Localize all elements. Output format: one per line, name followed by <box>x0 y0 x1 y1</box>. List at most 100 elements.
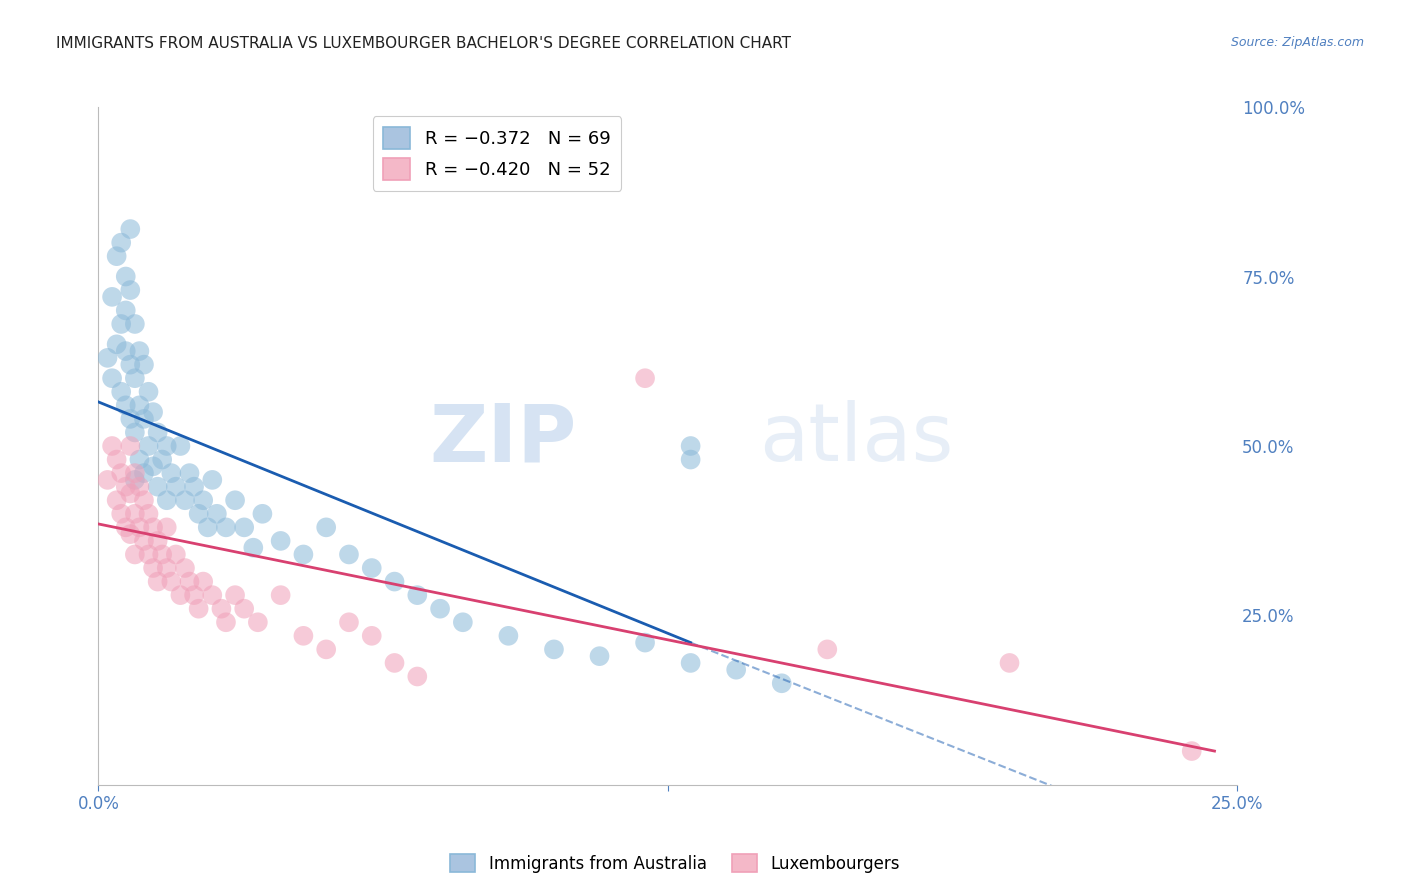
Point <box>337 548 360 562</box>
Point <box>132 412 155 426</box>
Point <box>679 656 702 670</box>
Point <box>114 344 136 359</box>
Point <box>1181 744 1204 758</box>
Point <box>224 588 246 602</box>
Point <box>128 520 150 534</box>
Point <box>156 493 179 508</box>
Point <box>146 425 169 440</box>
Point <box>679 452 702 467</box>
Point <box>634 635 657 649</box>
Point <box>360 561 382 575</box>
Point <box>360 629 382 643</box>
Point <box>337 615 360 630</box>
Point <box>224 493 246 508</box>
Point <box>120 283 142 297</box>
Point <box>120 527 142 541</box>
Point <box>193 574 215 589</box>
Point <box>193 493 215 508</box>
Point <box>128 344 150 359</box>
Point <box>132 533 155 548</box>
Legend: R = −0.372   N = 69, R = −0.420   N = 52: R = −0.372 N = 69, R = −0.420 N = 52 <box>373 116 621 191</box>
Point <box>315 642 337 657</box>
Point <box>156 561 179 575</box>
Point <box>160 466 183 480</box>
Point <box>429 601 451 615</box>
Point <box>124 466 146 480</box>
Point <box>142 561 165 575</box>
Point <box>120 358 142 372</box>
Point <box>105 493 128 508</box>
Point <box>101 439 124 453</box>
Point <box>96 473 118 487</box>
Point <box>183 480 205 494</box>
Point <box>815 642 838 657</box>
Text: ZIP: ZIP <box>429 401 576 478</box>
Point <box>124 548 146 562</box>
Point <box>132 493 155 508</box>
Point <box>205 507 228 521</box>
Point <box>209 601 232 615</box>
Point <box>169 439 191 453</box>
Point <box>588 649 610 664</box>
Point <box>120 412 142 426</box>
Point <box>138 384 160 399</box>
Point <box>187 601 209 615</box>
Point <box>201 588 224 602</box>
Point <box>270 533 292 548</box>
Point <box>101 290 124 304</box>
Text: IMMIGRANTS FROM AUSTRALIA VS LUXEMBOURGER BACHELOR'S DEGREE CORRELATION CHART: IMMIGRANTS FROM AUSTRALIA VS LUXEMBOURGE… <box>56 36 792 51</box>
Point <box>679 439 702 453</box>
Point <box>138 548 160 562</box>
Point <box>110 235 132 250</box>
Point <box>150 452 173 467</box>
Point <box>174 561 197 575</box>
Point <box>124 507 146 521</box>
Text: Source: ZipAtlas.com: Source: ZipAtlas.com <box>1230 36 1364 49</box>
Point <box>384 656 406 670</box>
Point <box>105 249 128 263</box>
Point <box>165 480 187 494</box>
Point <box>233 601 256 615</box>
Point <box>138 507 160 521</box>
Point <box>101 371 124 385</box>
Point <box>110 507 132 521</box>
Point <box>543 642 565 657</box>
Point <box>105 337 128 351</box>
Point <box>270 588 292 602</box>
Point <box>292 629 315 643</box>
Point <box>132 466 155 480</box>
Point <box>132 358 155 372</box>
Point <box>174 493 197 508</box>
Point <box>215 615 238 630</box>
Point <box>146 480 169 494</box>
Point <box>179 466 201 480</box>
Point <box>142 459 165 474</box>
Point <box>138 439 160 453</box>
Point <box>142 405 165 419</box>
Point <box>252 507 274 521</box>
Point <box>110 317 132 331</box>
Point <box>179 574 201 589</box>
Text: atlas: atlas <box>759 401 953 478</box>
Point <box>292 548 315 562</box>
Point <box>110 466 132 480</box>
Point <box>114 398 136 412</box>
Point <box>150 548 173 562</box>
Point <box>128 398 150 412</box>
Point <box>634 371 657 385</box>
Point <box>187 507 209 521</box>
Point <box>105 452 128 467</box>
Point <box>124 317 146 331</box>
Point <box>498 629 520 643</box>
Point <box>114 480 136 494</box>
Point <box>233 520 256 534</box>
Point <box>725 663 748 677</box>
Point <box>124 371 146 385</box>
Point <box>120 439 142 453</box>
Point <box>201 473 224 487</box>
Point <box>142 520 165 534</box>
Point <box>197 520 219 534</box>
Point <box>114 520 136 534</box>
Point <box>169 588 191 602</box>
Point <box>124 425 146 440</box>
